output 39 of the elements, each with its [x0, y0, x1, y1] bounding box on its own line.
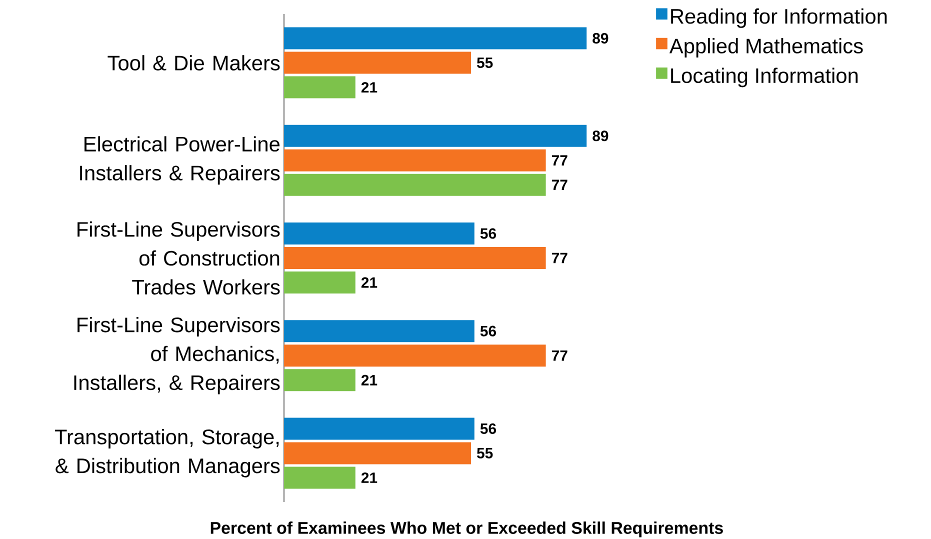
legend-label: Applied Mathematics — [669, 38, 863, 58]
legend-label: Reading for Information — [671, 8, 887, 28]
data-label: 89 — [592, 130, 608, 142]
bar — [284, 271, 356, 294]
bar — [284, 52, 472, 74]
y-tick-label: Transportation, Storage, & Distribution Managers — [54, 429, 280, 478]
data-label: 77 — [552, 180, 568, 190]
bar — [284, 27, 587, 50]
data-label: 77 — [552, 155, 568, 166]
bar — [284, 76, 356, 98]
data-label: 55 — [476, 448, 493, 458]
bar — [284, 149, 546, 172]
bar — [284, 246, 546, 269]
bar — [284, 418, 474, 440]
bar — [284, 320, 474, 342]
bar — [284, 442, 472, 464]
bar — [284, 124, 587, 147]
data-label: 21 — [361, 277, 378, 288]
bar — [284, 466, 356, 489]
data-label: 21 — [361, 374, 378, 386]
data-label: 56 — [480, 423, 496, 434]
data-label: 56 — [480, 326, 496, 336]
bar — [284, 344, 546, 367]
y-tick-label: First-Line Supervisors of Construction Trades Workers — [78, 221, 280, 295]
data-label: 21 — [361, 82, 378, 93]
x-axis-title: Percent of Examinees Who Met or Exceeded Skill Requirements — [210, 522, 723, 538]
data-label: 56 — [480, 228, 496, 239]
data-label: 55 — [476, 58, 493, 68]
data-label: 21 — [361, 472, 378, 483]
legend-label: Locating Information — [671, 68, 858, 88]
y-tick-label: First-Line Supervisors of Mechanics, Installers, & Repairers — [74, 316, 280, 394]
bar — [284, 222, 474, 244]
data-label: 77 — [552, 350, 568, 361]
data-label: 89 — [592, 33, 608, 44]
bar — [284, 174, 546, 196]
data-label: 77 — [552, 252, 568, 264]
y-tick-label: Tool & Die Makers — [108, 55, 280, 70]
bar — [284, 369, 356, 392]
y-tick-label: Electrical Power-Line Installers & Repairers — [80, 136, 280, 185]
